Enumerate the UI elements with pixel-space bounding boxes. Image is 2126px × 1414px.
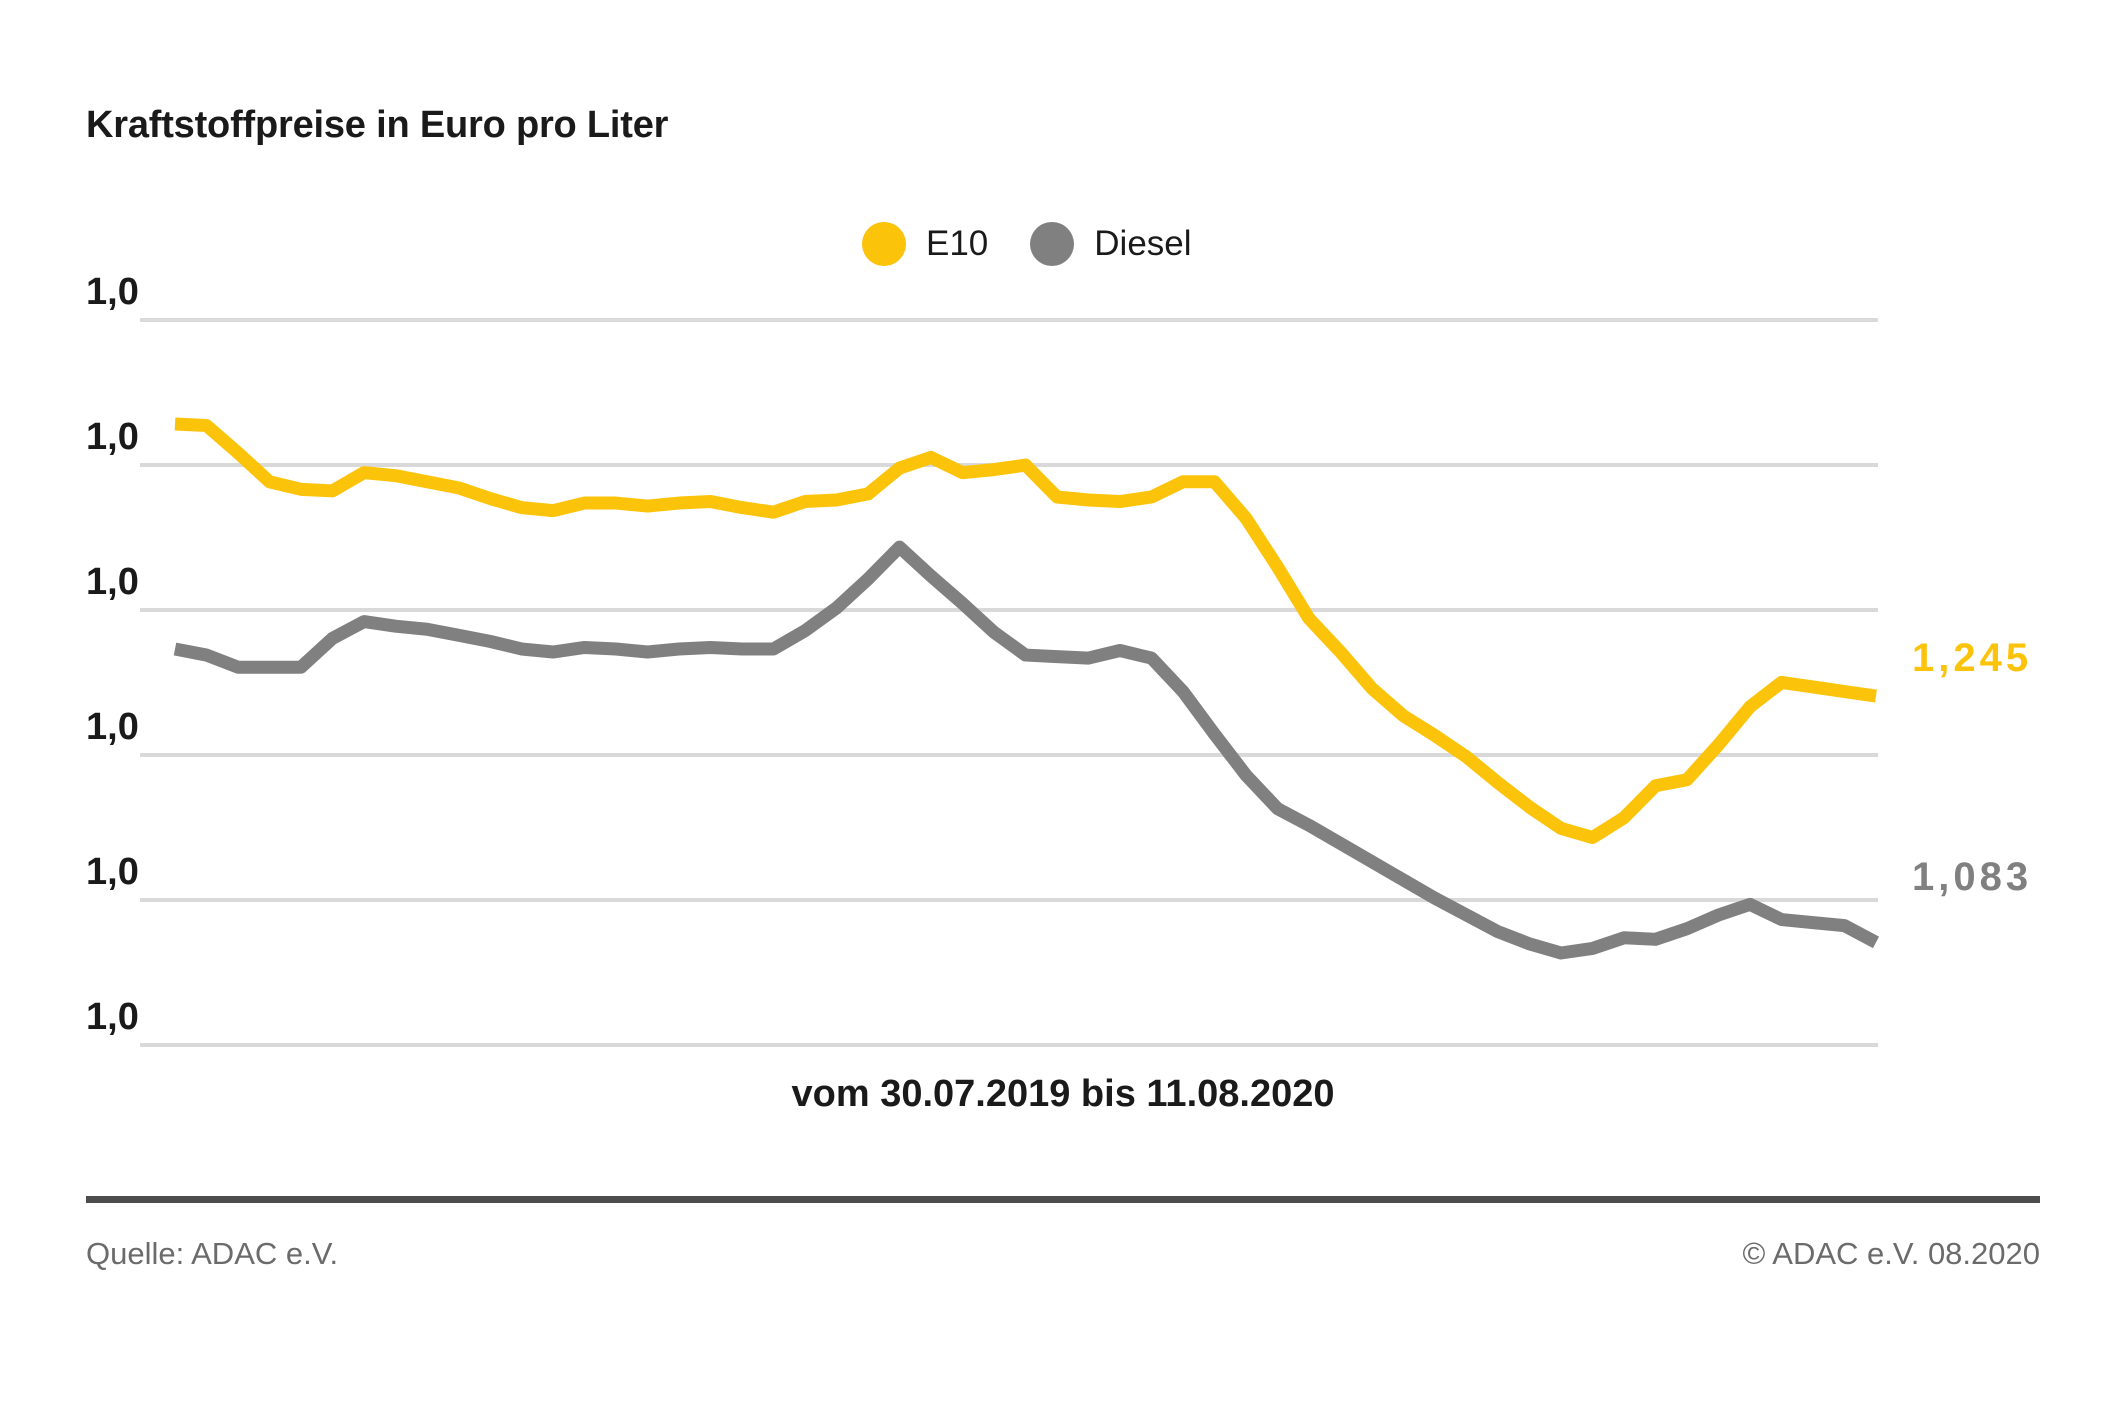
y-tick-label-2: 1,0 [86, 561, 139, 603]
legend-label-diesel: Diesel [1094, 224, 1192, 263]
footer-source-text: Quelle: ADAC e.V. [86, 1236, 339, 1271]
page-title: Kraftstoffpreise in Euro pro Liter [86, 104, 669, 146]
y-tick-label-5: 1,0 [86, 996, 139, 1038]
circle-marker-icon [862, 222, 906, 266]
y-tick-label-0: 1,0 [86, 271, 139, 313]
y-tick-label-1: 1,0 [86, 416, 139, 458]
legend-item-diesel[interactable]: Diesel [1030, 222, 1192, 266]
end-value-label-diesel: 1,083 [1912, 855, 2033, 899]
y-tick-label-3: 1,0 [86, 706, 139, 748]
series-line-diesel [173, 540, 1880, 960]
legend-item-e10[interactable]: E10 [862, 222, 988, 266]
footer-copyright-text: © ADAC e.V. 08.2020 [1742, 1236, 2040, 1271]
x-axis-caption: vom 30.07.2019 bis 11.08.2020 [791, 1073, 1335, 1115]
series-line-e10 [174, 417, 1877, 844]
end-value-label-e10: 1,245 [1912, 636, 2033, 680]
legend-label-e10: E10 [926, 224, 989, 263]
footer-divider [86, 1196, 2040, 1203]
circle-marker-icon [1030, 222, 1075, 266]
chart-legend: E10 Diesel [862, 222, 1192, 266]
y-tick-label-4: 1,0 [86, 851, 139, 893]
